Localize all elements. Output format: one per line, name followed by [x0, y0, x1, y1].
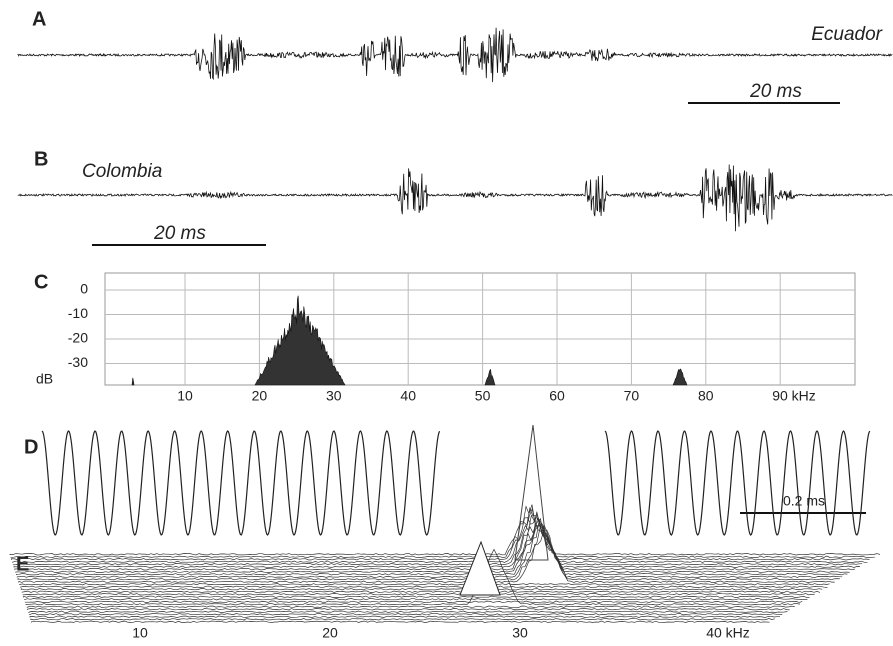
- scale-label: 20 ms: [153, 223, 206, 244]
- waterfall-line: [24, 598, 808, 601]
- waterfall-line: [28, 610, 788, 613]
- x-tick-label: 10: [132, 625, 148, 641]
- waterfall-line: [16, 520, 843, 578]
- waterfall-line: [24, 600, 803, 603]
- waterfall-line: [15, 517, 850, 573]
- waterfall-line: [9, 504, 881, 556]
- waterfall-line: [14, 511, 855, 571]
- x-tick-label: 20: [322, 625, 338, 641]
- waterfall-line: [28, 613, 783, 616]
- waterfall-line: [26, 605, 795, 608]
- x-tick-label: 10: [177, 388, 193, 404]
- waterfall-line: [31, 620, 770, 623]
- waterfall-line: [19, 583, 830, 586]
- spectrum-peak: [514, 424, 549, 561]
- waterfall-line: [11, 513, 870, 561]
- waterfall-line: [17, 527, 841, 581]
- waveform: [17, 164, 893, 232]
- x-tick-label: 60: [549, 388, 565, 404]
- spectrum-peak: [672, 368, 688, 386]
- y-tick-label: 0: [80, 281, 88, 297]
- waterfall-line: [29, 615, 780, 618]
- waterfall-line: [30, 618, 775, 621]
- spectrum-peak: [484, 368, 496, 386]
- waterfall-line: [25, 548, 801, 606]
- waterfall-line: [20, 585, 828, 588]
- waterfall-line: [22, 593, 815, 596]
- waveform: [17, 27, 893, 83]
- waterfall-line: [27, 608, 790, 611]
- x-tick-label: 90 kHz: [772, 388, 816, 404]
- axis-unit: dB: [36, 371, 53, 387]
- y-tick-label: -20: [68, 330, 88, 346]
- waterfall-line: [20, 588, 823, 591]
- scale-label: 20 ms: [749, 81, 802, 102]
- waterfall-line: [21, 590, 821, 593]
- panel-label: B: [34, 148, 48, 170]
- x-tick-label: 40 kHz: [706, 625, 750, 641]
- spectrum-peak: [459, 540, 501, 596]
- panel-label: C: [34, 271, 48, 293]
- x-tick-label: 20: [252, 388, 268, 404]
- y-tick-label: -30: [68, 354, 88, 370]
- waterfall-line: [10, 506, 875, 558]
- waterfall-line: [12, 514, 868, 563]
- x-tick-label: 70: [624, 388, 640, 404]
- waterfall-line: [16, 525, 848, 576]
- x-tick-label: 30: [512, 625, 528, 641]
- sine-wave: [604, 430, 871, 536]
- spectrum-peak: [254, 295, 346, 386]
- scale-label: 0.2 ms: [783, 493, 825, 509]
- site-label: Colombia: [82, 161, 162, 182]
- x-tick-label: 50: [475, 388, 491, 404]
- x-tick-label: 30: [326, 388, 342, 404]
- waterfall-line: [12, 507, 863, 566]
- waterfall-line: [23, 595, 810, 598]
- panel-label: D: [24, 436, 38, 458]
- x-tick-label: 80: [698, 388, 714, 404]
- spectrum-peak: [131, 377, 135, 386]
- y-tick-label: -10: [68, 305, 88, 321]
- waterfall-line: [13, 519, 861, 568]
- waterfall-line: [18, 529, 835, 583]
- sine-wave: [41, 430, 441, 536]
- plot-frame: [104, 272, 856, 386]
- panel-label: A: [32, 8, 46, 30]
- site-label: Ecuador: [811, 24, 882, 45]
- x-tick-label: 40: [400, 388, 416, 404]
